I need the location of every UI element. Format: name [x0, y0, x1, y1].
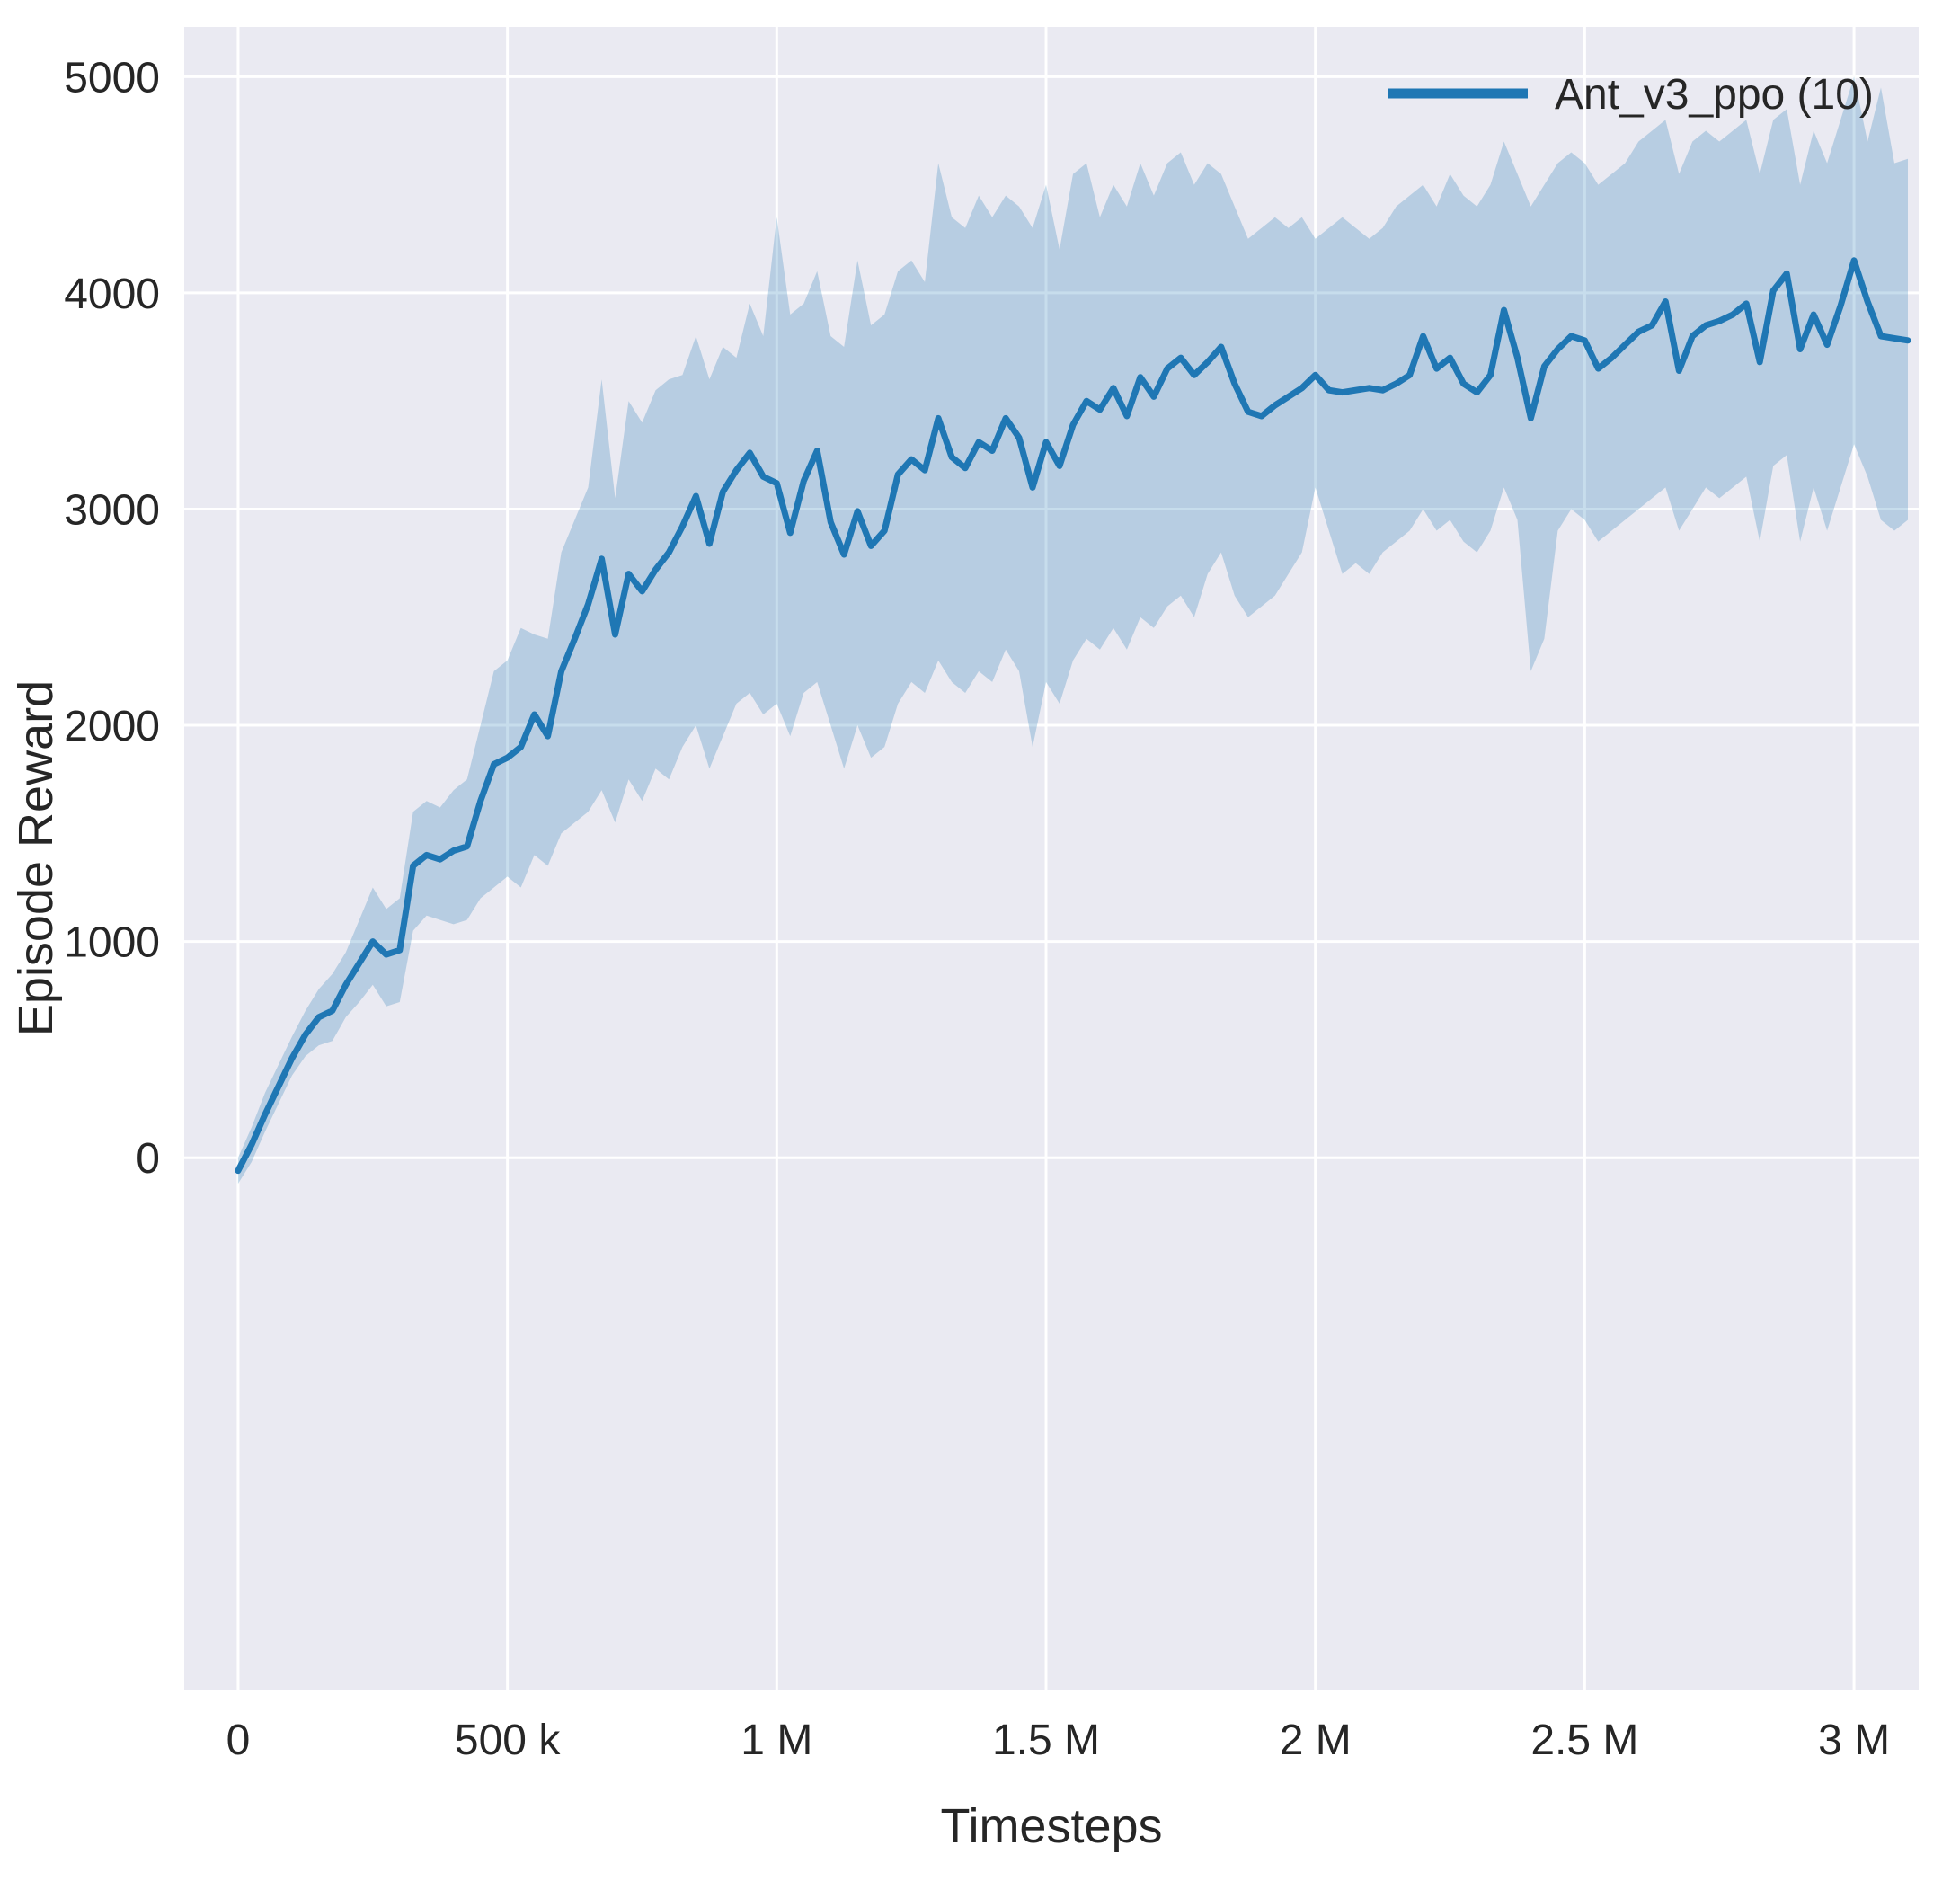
mean-line	[235, 257, 1911, 1175]
y-tick-label: 3000	[64, 486, 160, 534]
x-tick-label: 2 M	[1280, 1717, 1352, 1764]
x-tick-label: 1 M	[741, 1717, 812, 1764]
y-tick-label: 5000	[64, 54, 160, 102]
plot-layer: 0 500 k 1 M 1.5 M 2 M 2.5 M 3 M 0 1000 2000 3000 40…	[64, 27, 1919, 1764]
x-tick-label: 2.5 M	[1530, 1717, 1638, 1764]
x-tick-label: 500 k	[455, 1717, 561, 1764]
axis-labels: Timesteps Episode Reward	[9, 680, 1163, 1853]
x-tick-label: 3 M	[1818, 1717, 1890, 1764]
x-axis-label: Timesteps	[940, 1799, 1162, 1853]
confidence-band	[237, 76, 1908, 1185]
y-tick-label: 4000	[64, 271, 160, 318]
x-tick-label: 0	[226, 1717, 251, 1764]
x-tick-label: 1.5 M	[992, 1717, 1100, 1764]
y-tick-label: 1000	[64, 919, 160, 967]
y-tick-label: 2000	[64, 703, 160, 750]
y-axis-label: Episode Reward	[9, 680, 63, 1036]
plot-area	[184, 27, 1919, 1690]
legend: Ant_v3_ppo (10)	[1388, 71, 1874, 119]
y-tick-label: 0	[136, 1135, 160, 1183]
legend-label: Ant_v3_ppo (10)	[1555, 71, 1874, 119]
